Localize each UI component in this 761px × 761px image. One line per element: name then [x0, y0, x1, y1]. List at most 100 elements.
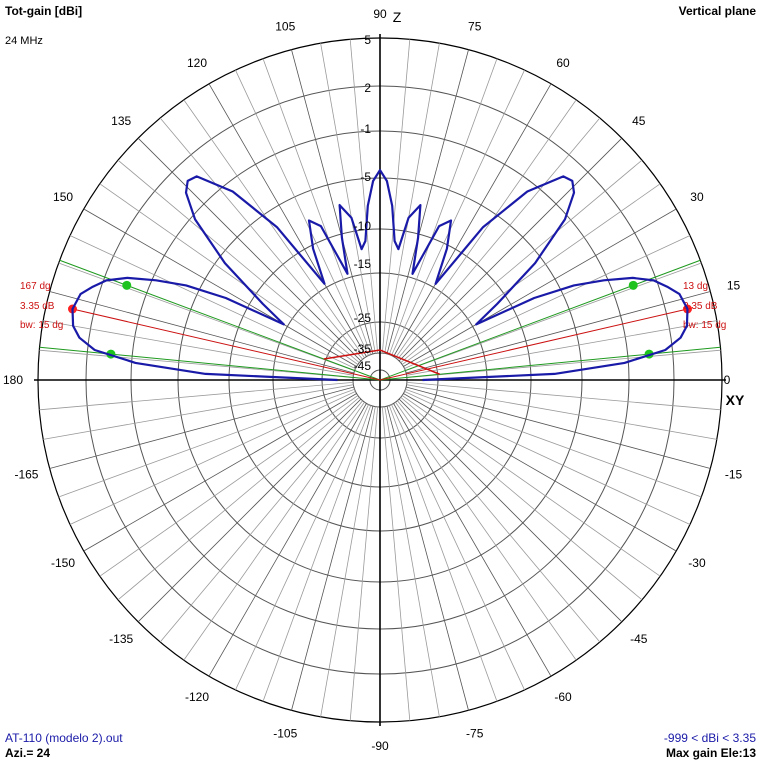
grid-spoke	[405, 262, 702, 372]
grid-spoke	[395, 401, 577, 661]
grid-spoke	[159, 400, 363, 643]
angle-tick-label: -165	[14, 468, 38, 482]
grid-spoke	[58, 388, 355, 498]
grid-spoke	[39, 349, 354, 379]
grid-spoke	[401, 183, 661, 365]
beam-label: 167 dg	[20, 281, 51, 292]
angle-tick-label: -15	[725, 468, 743, 482]
radial-tick-label: -15	[354, 257, 372, 271]
radial-tick-label: -25	[354, 311, 372, 325]
grid-spoke	[405, 388, 702, 498]
grid-spoke	[49, 291, 355, 374]
grid-spoke	[58, 262, 355, 372]
z-axis-label: Z	[393, 9, 402, 25]
angle-tick-label: 45	[632, 114, 646, 128]
grid-spoke	[99, 395, 359, 577]
grid-spoke	[183, 401, 365, 661]
grid-spoke	[262, 405, 372, 702]
grid-spoke	[406, 349, 721, 379]
beam-chevron	[379, 349, 441, 375]
grid-spoke	[404, 391, 691, 525]
max-gain-line	[379, 308, 688, 381]
grid-spoke	[393, 83, 552, 357]
grid-spoke	[391, 404, 525, 691]
angle-tick-label: -75	[466, 727, 484, 741]
radial-tick-label: -45	[354, 359, 372, 373]
angle-tick-label: 150	[53, 190, 73, 204]
grid-spoke	[117, 397, 360, 601]
angle-tick-label: -90	[371, 739, 389, 753]
angle-tick-label: 15	[727, 278, 741, 292]
grid-spoke	[183, 99, 365, 359]
angle-tick-label: -30	[688, 556, 706, 570]
grid-spoke	[137, 398, 362, 623]
chart-title: Tot-gain [dBi]	[5, 4, 83, 18]
grid-spoke	[400, 397, 643, 601]
pattern-series	[71, 169, 689, 382]
grid-spoke	[395, 99, 577, 359]
tick-labels: 0 15 30 45 60 75 90 105 120 135 150 180 -165 -150 -135…	[3, 7, 745, 753]
grid-spoke	[291, 405, 374, 711]
grid-spoke	[403, 208, 677, 367]
grid-spoke	[406, 384, 717, 440]
beam-label: bw: 15 dg	[20, 320, 63, 331]
file-label: AT-110 (modelo 2).out	[5, 731, 123, 745]
grid-spoke	[400, 159, 643, 363]
grid-spoke	[397, 400, 601, 643]
angle-tick-label: 60	[556, 56, 570, 70]
grid-spoke	[99, 183, 359, 365]
angle-tick-label: 120	[187, 56, 207, 70]
grid-spoke	[393, 403, 552, 677]
grid-spoke	[349, 406, 379, 721]
angle-tick-label: -105	[273, 727, 297, 741]
angle-tick-label: 75	[468, 19, 482, 33]
grid-spoke	[404, 235, 691, 369]
grid-spoke	[235, 404, 369, 691]
angle-tick-label: -120	[185, 690, 209, 704]
frequency-label: 24 MHz	[5, 35, 43, 47]
radial-tick-label: -5	[360, 170, 371, 184]
grid-spoke	[159, 117, 363, 360]
radial-tick-label: -10	[354, 219, 372, 233]
angle-tick-label: -45	[630, 632, 648, 646]
grid-spoke	[391, 69, 525, 356]
grid-spoke	[381, 39, 411, 354]
angle-tick-label: 105	[275, 19, 295, 33]
grid-spoke	[349, 39, 379, 354]
grid-spoke	[43, 384, 354, 440]
range-label: -999 < dBi < 3.35	[663, 731, 756, 745]
grid-spoke	[405, 386, 711, 469]
max-gain-label: Max gain Ele:13	[665, 746, 756, 760]
grid-spoke	[83, 393, 357, 552]
azimuth-label: Azi.= 24	[5, 746, 51, 760]
grid-spoke	[83, 208, 357, 367]
grid-spoke	[381, 406, 411, 721]
pattern-line	[71, 169, 689, 382]
radial-tick-label: -1	[360, 122, 371, 136]
angle-tick-label: 90	[373, 7, 387, 21]
grid-spoke	[69, 391, 356, 525]
grid-spoke	[137, 137, 362, 362]
radial-tick-label: 5	[364, 33, 371, 47]
grid-spoke	[386, 405, 469, 711]
beam-label: 3.35 dB	[683, 301, 718, 312]
half-power-line	[39, 346, 381, 381]
grid-spoke	[384, 406, 440, 717]
grid-spoke	[320, 406, 376, 717]
grid-spoke	[320, 43, 376, 354]
beam-label: bw: 15 dg	[683, 320, 726, 331]
grid-spoke	[406, 320, 717, 376]
grid-spoke	[403, 393, 677, 552]
grid-spoke	[208, 83, 367, 357]
grid-spoke	[43, 320, 354, 376]
radial-tick-label: 2	[364, 81, 371, 95]
grid-spoke	[384, 43, 440, 354]
beam-chevron	[323, 349, 381, 360]
grid-spoke	[69, 235, 356, 369]
grid-spoke	[405, 291, 711, 374]
half-power-line	[59, 259, 381, 381]
xy-axis-label: XY	[726, 392, 745, 408]
grid-spoke	[388, 58, 498, 355]
half-power-dot	[122, 280, 132, 290]
